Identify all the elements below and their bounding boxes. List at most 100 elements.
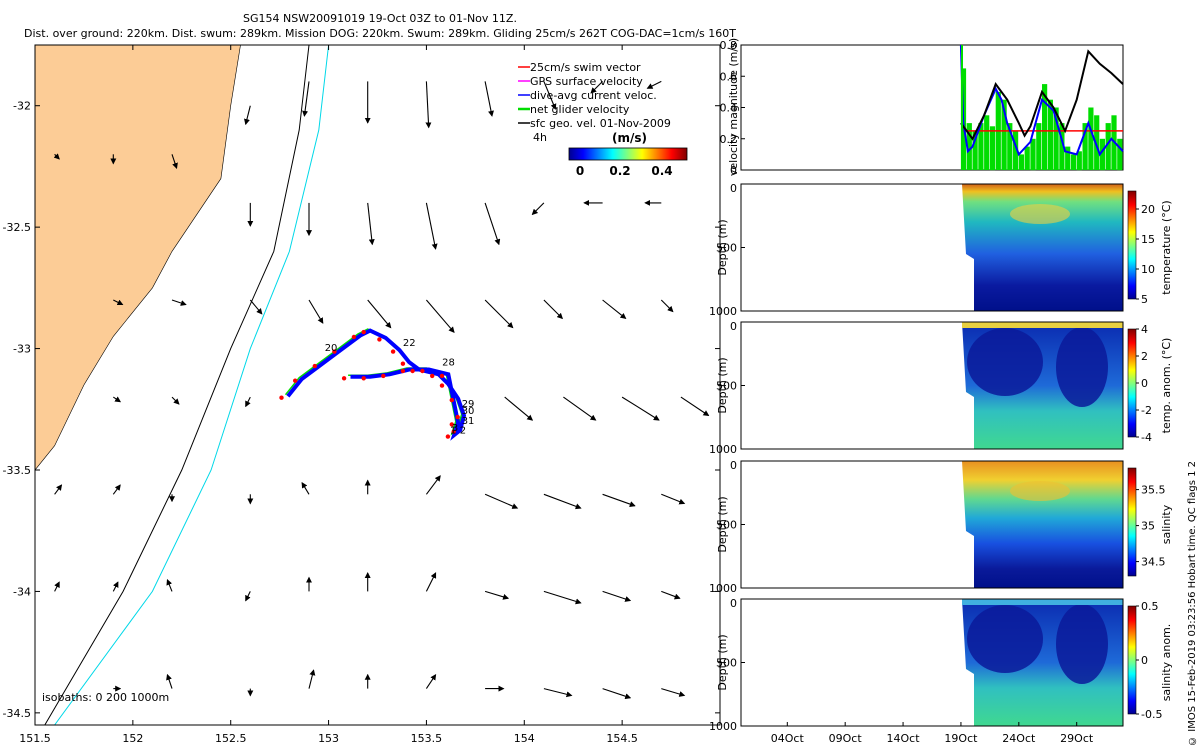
swim-vector-point-12 bbox=[449, 397, 454, 403]
glider-track bbox=[279, 328, 467, 441]
geo-vector-44 bbox=[543, 493, 582, 510]
map-x-tick-label-4: 153.5 bbox=[411, 732, 443, 745]
geostrophic-vector-field bbox=[53, 80, 710, 700]
geo-vector-46 bbox=[661, 493, 686, 505]
track-day-label-0: 22 bbox=[403, 338, 416, 349]
net-velocity-bar-4 bbox=[984, 115, 990, 170]
geo-vector-27 bbox=[602, 299, 627, 320]
net-velocity-bar-17 bbox=[1059, 123, 1065, 170]
geo-vector-16 bbox=[531, 202, 545, 216]
geo-vector-14 bbox=[425, 202, 438, 250]
colorbar-tick-label-3-0: -0.5 bbox=[1141, 708, 1162, 721]
geo-vector-65 bbox=[543, 688, 573, 698]
geo-vector-53 bbox=[425, 572, 437, 592]
date-tick-label-3: 19Oct bbox=[944, 732, 978, 745]
geo-vector-20 bbox=[171, 299, 187, 306]
date-tick-label-2: 14Oct bbox=[887, 732, 921, 745]
map-y-tick-label-3: -33.5 bbox=[3, 464, 31, 477]
isobaths-label: isobaths: 0 200 1000m bbox=[42, 691, 169, 704]
swim-vector-point-6 bbox=[377, 337, 382, 342]
depth-section-data-0 bbox=[962, 184, 1123, 311]
colorbar-tick-label-1-4: 4 bbox=[1141, 323, 1148, 336]
depth-y-tick-label-2-0: 0 bbox=[730, 459, 737, 472]
track-day-label-6: 1 bbox=[450, 426, 456, 437]
geo-vector-9 bbox=[590, 81, 603, 94]
geo-vector-26 bbox=[543, 299, 564, 320]
net-velocity-bar-16 bbox=[1053, 107, 1059, 170]
depth-ylabel-3: Depth (m) bbox=[716, 634, 729, 690]
track-day-label-1: 20 bbox=[325, 343, 338, 354]
anomaly-surface-band-3 bbox=[962, 599, 1123, 605]
colorbar-label-2: salinity bbox=[1160, 504, 1173, 544]
geo-vector-45 bbox=[602, 493, 636, 507]
colorbar-tick-label-2-1: 35 bbox=[1141, 520, 1155, 533]
net-velocity-bar-5 bbox=[989, 126, 996, 171]
map-y-tick-label-1: -32.5 bbox=[3, 221, 31, 234]
colorbar-tick-label-0-1: 10 bbox=[1141, 263, 1155, 276]
geo-vector-35 bbox=[680, 396, 710, 417]
geo-velocity-line bbox=[960, 49, 1124, 141]
net-velocity-bar-21 bbox=[1082, 123, 1088, 170]
net-velocity-bar-12 bbox=[1030, 138, 1036, 171]
surface-warm-patch-2 bbox=[1010, 481, 1070, 501]
net-velocity-bar-1 bbox=[966, 123, 972, 170]
geo-vector-13 bbox=[367, 202, 375, 246]
geo-vector-30 bbox=[171, 396, 180, 405]
track-day-label-5: 31 bbox=[462, 416, 475, 427]
track-day-label-4: 30 bbox=[462, 406, 475, 417]
velocity-ylabel: velocity magnitude (m/s) bbox=[727, 38, 740, 176]
net-velocity-bar-22 bbox=[1088, 107, 1094, 170]
geo-vector-61 bbox=[308, 669, 316, 689]
depth-panel-0: 0 500 1000 Depth (m) 5 10 15 20 temperature (°C) bbox=[709, 182, 1173, 318]
geo-vector-32 bbox=[504, 396, 534, 421]
swim-vector-point-14 bbox=[451, 429, 456, 434]
map-x-tick-label-2: 152.5 bbox=[215, 732, 247, 745]
net-velocity-bar-9 bbox=[1013, 130, 1019, 170]
geo-vector-3 bbox=[244, 105, 251, 126]
swim-vector-point-8 bbox=[400, 361, 406, 366]
swim-vector-point-1 bbox=[293, 378, 298, 383]
map-y-axis: -32 -32.5 -33 -33.5 -34 -34.5 bbox=[3, 100, 720, 720]
swim-vector-point-15 bbox=[445, 434, 451, 439]
map-x-tick-label-5: 154 bbox=[514, 732, 535, 745]
legend-geo-velocity: sfc geo. vel. 01-Nov-2009 bbox=[530, 117, 671, 130]
net-velocity-bar-14 bbox=[1042, 84, 1048, 170]
swim-vector-point-3 bbox=[332, 349, 337, 354]
depth-y-tick-label-1-0: 0 bbox=[730, 320, 737, 333]
geo-vector-48 bbox=[112, 581, 119, 592]
geo-vector-0 bbox=[53, 153, 60, 160]
track-day-label-3: 29 bbox=[462, 399, 475, 410]
depth-y-tick-label-2-2: 1000 bbox=[709, 582, 737, 595]
net-velocity-bar-11 bbox=[1024, 146, 1030, 170]
geo-vector-7 bbox=[484, 81, 494, 117]
net-velocity-bar-19 bbox=[1070, 154, 1077, 170]
geo-vector-25 bbox=[484, 299, 514, 329]
net-velocity-bar-20 bbox=[1076, 151, 1082, 171]
geo-vector-54 bbox=[484, 590, 510, 600]
colorbar-1 bbox=[1127, 328, 1137, 438]
legend-colorbar bbox=[568, 147, 688, 161]
colorbar-tick-label-1-0: -4 bbox=[1141, 431, 1152, 444]
colorbar-tick-label-0-3: 20 bbox=[1141, 203, 1155, 216]
colorbar-tick-label-3-1: 0 bbox=[1141, 654, 1148, 667]
legend-swim-vector: 25cm/s swim vector bbox=[530, 61, 641, 74]
swim-vector-point-20 bbox=[381, 373, 386, 379]
depth-y-tick-label-0-0: 0 bbox=[730, 182, 737, 195]
footer-credit: © IMOS 15-Feb-2019 03:23:56 Hobart time.… bbox=[1187, 461, 1198, 746]
swim-vector-point-21 bbox=[361, 376, 366, 381]
legend-time-note: 4h bbox=[533, 131, 547, 144]
depth-y-tick-label-3-1: 500 bbox=[716, 657, 737, 670]
legend-net-glider-velocity: net glider velocity bbox=[530, 103, 630, 116]
depth-y-tick-label-0-1: 500 bbox=[716, 242, 737, 255]
anomaly-blob-a-1 bbox=[967, 328, 1043, 396]
legend-colorbar-tick-2: 0.4 bbox=[651, 164, 672, 178]
dive-avg-current-line bbox=[959, 44, 1124, 157]
isobath-1000m-line bbox=[54, 45, 330, 725]
geo-vector-31 bbox=[245, 396, 251, 408]
swim-vector-point-11 bbox=[439, 383, 445, 388]
anomaly-blob-b-1 bbox=[1056, 327, 1108, 407]
legend-gps-velocity: GPS surface velocity bbox=[530, 75, 643, 88]
depth-section-data-2 bbox=[962, 461, 1123, 588]
